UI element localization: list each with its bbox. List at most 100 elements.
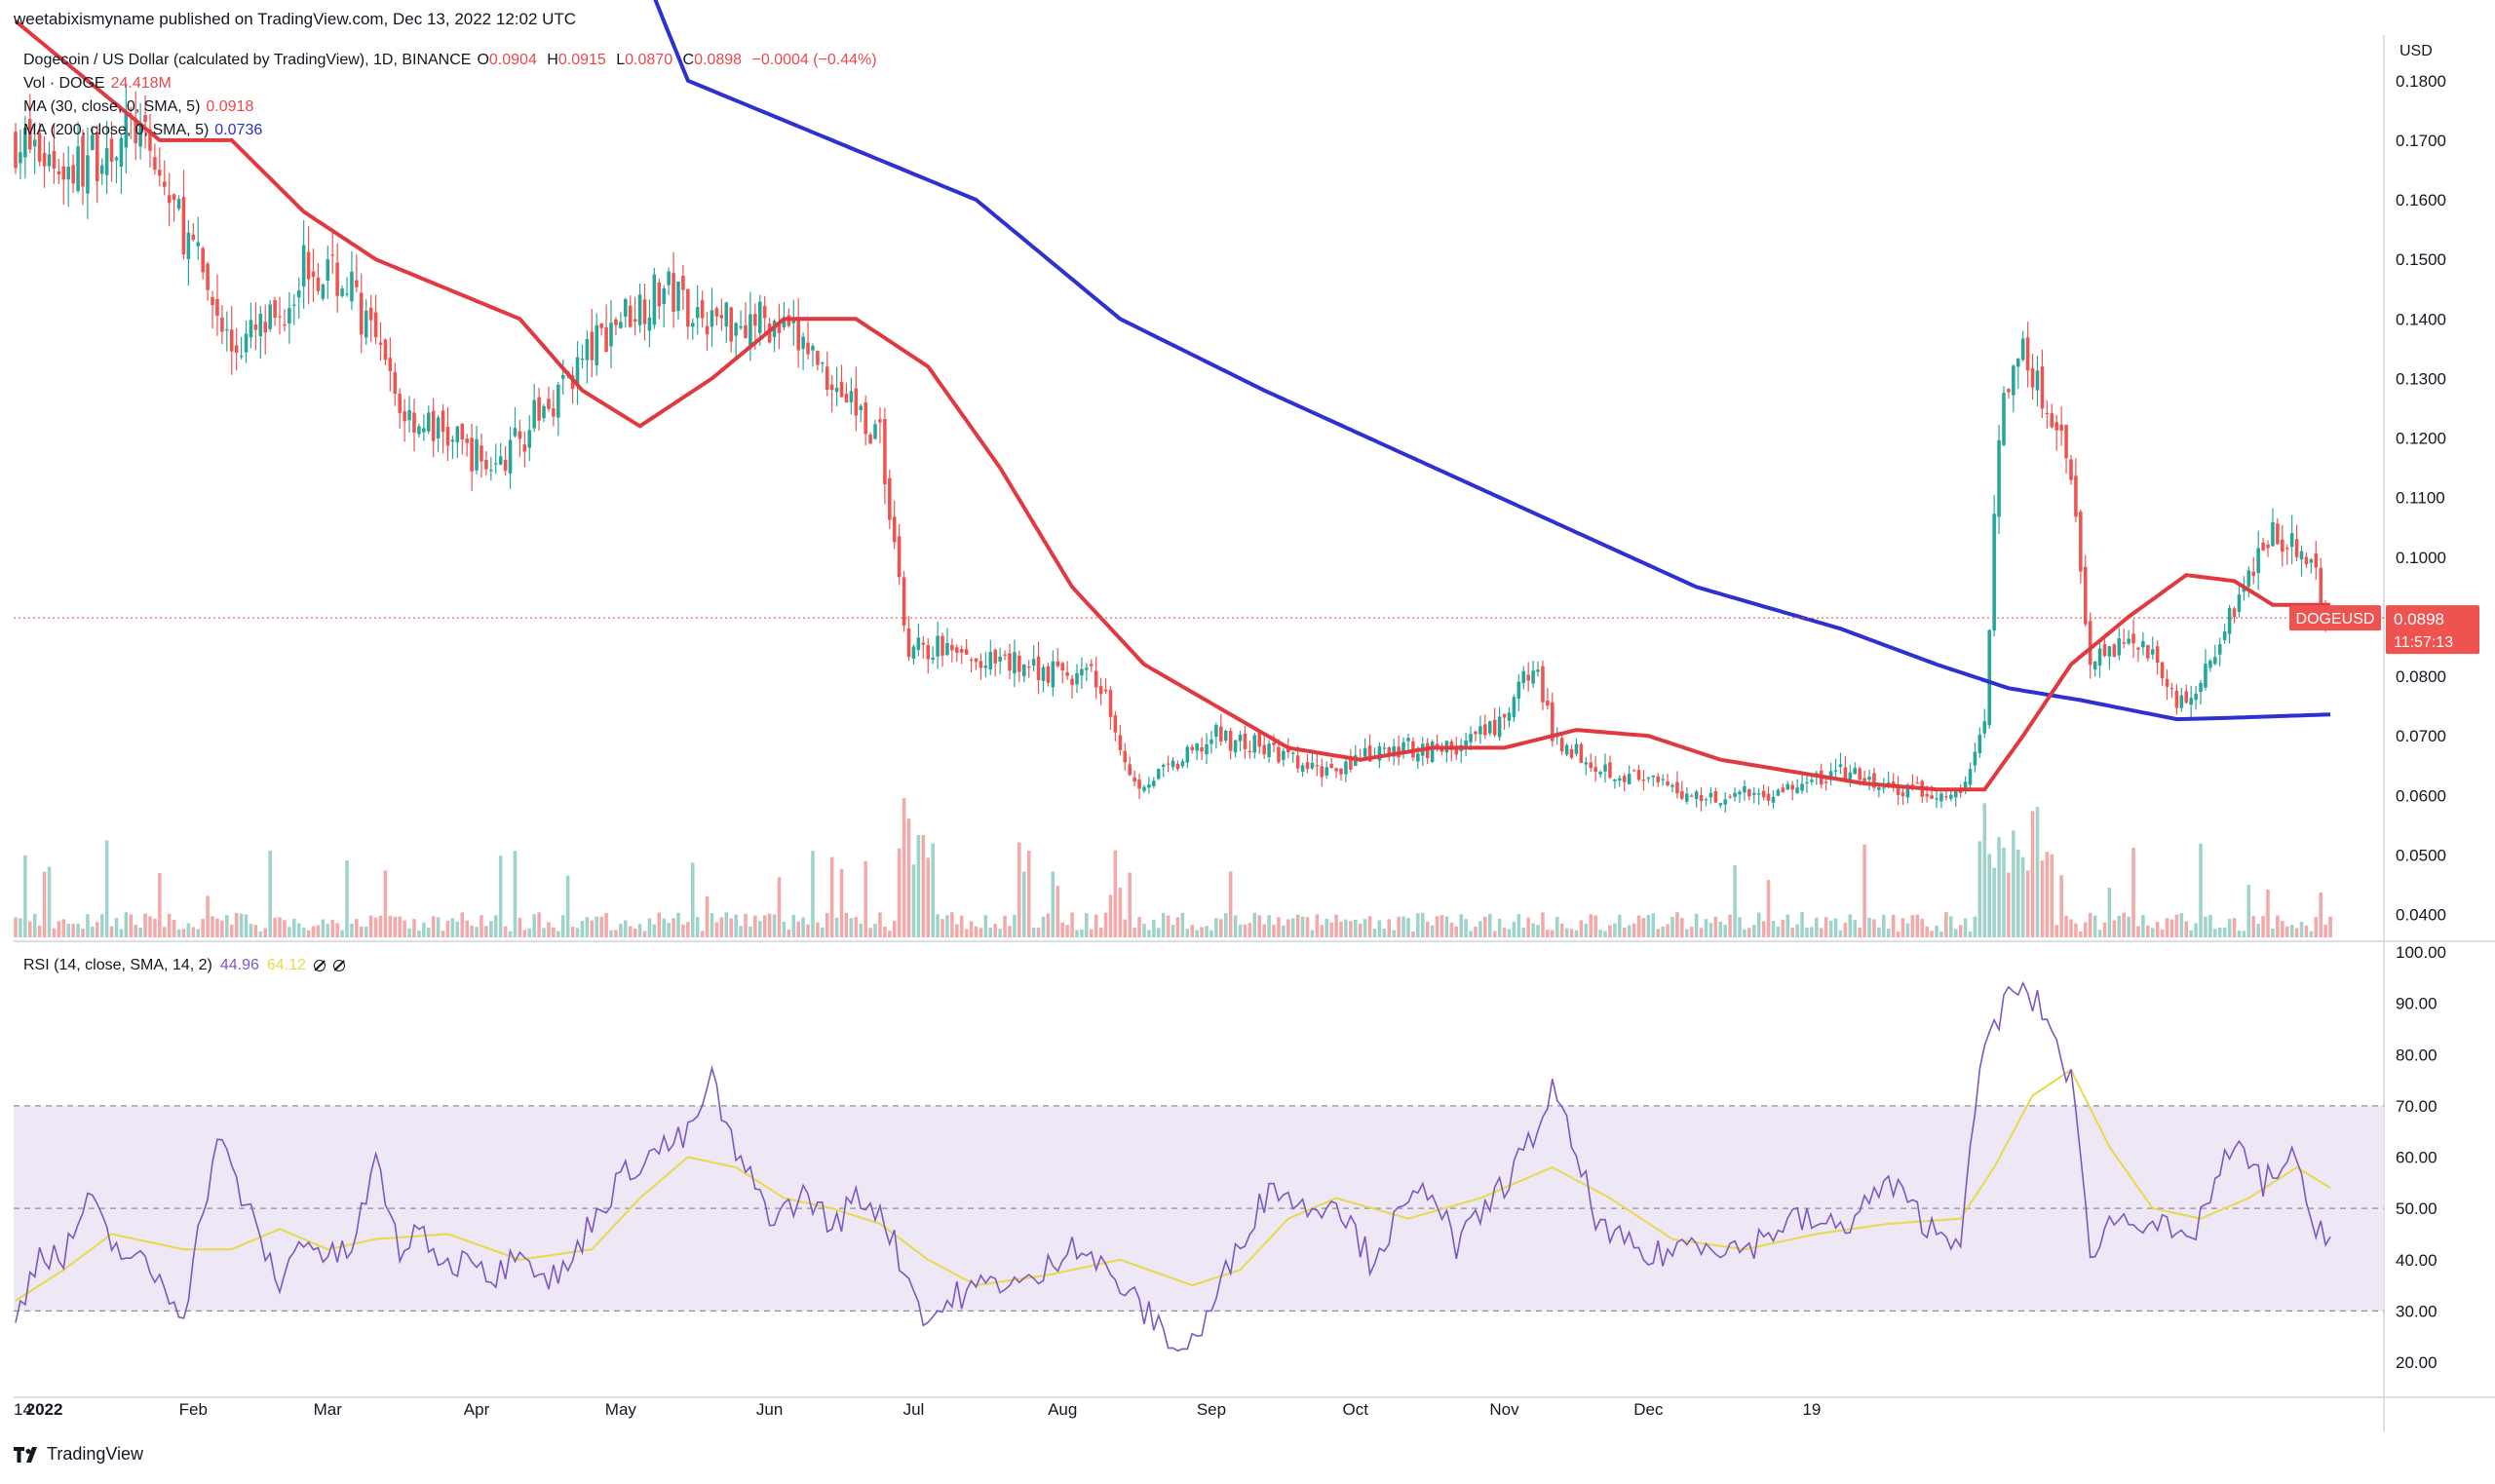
candle-body xyxy=(1233,740,1238,753)
candle-body xyxy=(969,659,974,661)
volume-bar xyxy=(897,848,902,937)
volume-bar xyxy=(1175,917,1180,937)
candle-body xyxy=(306,251,311,280)
candle-body xyxy=(1512,697,1516,717)
candle-body xyxy=(1089,664,1094,666)
price-axis[interactable]: 0.04000.05000.06000.07000.08000.09000.10… xyxy=(2396,72,2446,925)
candle-body xyxy=(1930,795,1934,799)
volume-bar xyxy=(1041,916,1046,937)
candle-body xyxy=(825,366,829,391)
volume-bar xyxy=(1689,927,1694,937)
volume-bar xyxy=(292,918,296,937)
volume-bar xyxy=(537,912,541,937)
volume-bar xyxy=(969,921,974,937)
candle-body xyxy=(2030,367,2035,388)
rsi-pane[interactable]: 20.00 30.00 40.00 50.00 60.00 70.00 80.00 90.00… xyxy=(14,943,2446,1372)
volume-bar xyxy=(498,856,503,937)
volume-legend-line[interactable]: Vol · DOGE 24.418M xyxy=(23,72,883,95)
volume-bar xyxy=(883,926,887,937)
volume-bar xyxy=(81,929,85,937)
candle-body xyxy=(888,477,892,520)
symbol-legend-line[interactable]: Dogecoin / US Dollar (calculated by Trad… xyxy=(23,49,883,72)
volume-value: 24.418M xyxy=(110,75,172,92)
volume-bar xyxy=(143,913,147,937)
volume-bar xyxy=(1987,854,1991,937)
volume-bar xyxy=(590,920,595,937)
volume-bar xyxy=(834,917,839,937)
volume-bar xyxy=(1094,914,1098,937)
volume-bar xyxy=(652,924,657,937)
candle-body xyxy=(762,306,767,319)
candle-body xyxy=(1900,792,1905,797)
candle-body xyxy=(1708,792,1713,798)
volume-bar xyxy=(2155,922,2160,937)
ma30-value: 0.0918 xyxy=(206,98,254,115)
volume-bar xyxy=(162,927,167,937)
ma200-legend-line[interactable]: MA (200, close, 0, SMA, 5) 0.0736 xyxy=(23,119,883,142)
volume-bar xyxy=(926,857,931,937)
candle-body xyxy=(1003,654,1007,656)
candle-body xyxy=(206,263,210,290)
time-tick-label: 14 xyxy=(14,1400,32,1419)
tradingview-logo[interactable]: TradingView xyxy=(14,1444,143,1465)
volume-bar xyxy=(662,918,666,937)
volume-bar xyxy=(1953,929,1958,937)
candle-body xyxy=(2208,660,2212,668)
volume-bar xyxy=(1420,912,1425,937)
candle-body xyxy=(1536,669,1540,672)
candle-body xyxy=(1579,743,1584,763)
volume-bar xyxy=(2150,928,2155,937)
volume-bar xyxy=(42,871,47,937)
time-tick-label: Feb xyxy=(179,1400,208,1419)
candle-body xyxy=(724,302,729,326)
candle-body xyxy=(1589,762,1593,769)
candle-body xyxy=(1219,726,1223,742)
candle-body xyxy=(1085,667,1089,670)
volume-bar xyxy=(695,917,700,937)
volume-bar xyxy=(657,912,662,937)
candle-body xyxy=(158,170,162,176)
volume-bar xyxy=(796,921,800,937)
volume-bar xyxy=(1003,915,1007,937)
volume-bar xyxy=(32,913,37,937)
candle-body xyxy=(609,323,613,347)
candle-body xyxy=(1521,670,1526,684)
volume-bar xyxy=(1334,914,1338,937)
close-label: C xyxy=(682,52,695,68)
volume-bar xyxy=(1747,928,1751,937)
rsi-legend[interactable]: RSI (14, close, SMA, 14, 2) 44.96 64.12 xyxy=(23,957,353,974)
volume-bar xyxy=(364,926,368,937)
volume-bar xyxy=(465,920,469,937)
volume-bar xyxy=(681,924,685,937)
volume-bar xyxy=(1300,916,1305,937)
candle-body xyxy=(167,195,172,204)
volume-bar xyxy=(1243,924,1248,937)
volume-bar xyxy=(1233,915,1238,937)
candle-body xyxy=(647,317,652,331)
candlestick-series[interactable] xyxy=(14,85,2332,814)
price-tick-label: 0.0400 xyxy=(2396,906,2446,925)
candle-body xyxy=(1406,738,1410,742)
candle-body xyxy=(906,628,911,658)
volume-bar xyxy=(129,914,134,937)
candle-body xyxy=(628,305,633,327)
candle-body xyxy=(1882,787,1886,789)
candle-body xyxy=(1598,772,1602,775)
candle-body xyxy=(296,290,301,298)
volume-bar xyxy=(518,917,522,937)
volume-bar xyxy=(1190,925,1195,937)
volume-bar xyxy=(1982,803,1987,937)
volume-bar xyxy=(211,916,214,937)
candle-body xyxy=(1166,763,1171,765)
candle-body xyxy=(518,431,522,439)
volume-bar xyxy=(772,914,777,937)
volume-bar xyxy=(91,927,95,937)
volume-bar xyxy=(1238,924,1243,937)
candle-body xyxy=(1997,439,2001,517)
volume-bar xyxy=(1751,925,1756,937)
ma30-legend-line[interactable]: MA (30, close, 0, SMA, 5) 0.0918 xyxy=(23,95,883,119)
volume-bar xyxy=(1631,923,1636,937)
